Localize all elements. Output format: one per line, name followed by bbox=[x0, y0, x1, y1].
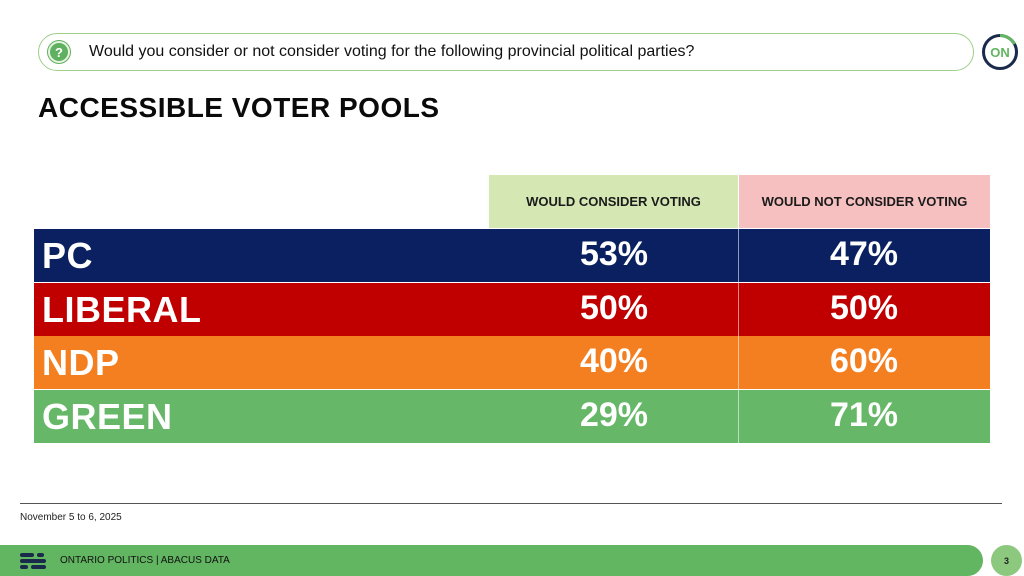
party-label: PC bbox=[42, 235, 94, 276]
column-divider bbox=[738, 336, 739, 389]
consider-value: 29% bbox=[579, 395, 648, 434]
page-number: 3 bbox=[991, 545, 1022, 576]
column-divider bbox=[738, 229, 739, 282]
on-logo-text: ON bbox=[990, 45, 1010, 60]
column-divider bbox=[738, 282, 739, 336]
table-row: GREEN 29% 71% bbox=[34, 389, 990, 443]
column-header-not-consider: WOULD NOT CONSIDER VOTING bbox=[739, 175, 990, 228]
party-label: GREEN bbox=[42, 395, 173, 437]
question-icon: ? bbox=[48, 41, 70, 63]
consider-value: 50% bbox=[579, 288, 648, 327]
table-row: LIBERAL 50% 50% bbox=[34, 282, 990, 336]
abacus-logo-icon bbox=[20, 553, 46, 569]
footer-divider bbox=[20, 503, 1002, 504]
party-label: NDP bbox=[42, 342, 120, 383]
consider-value: 40% bbox=[579, 342, 648, 380]
question-bar: ? Would you consider or not consider vot… bbox=[38, 33, 974, 71]
date-footnote: November 5 to 6, 2025 bbox=[20, 512, 122, 523]
column-header-consider: WOULD CONSIDER VOTING bbox=[489, 175, 738, 228]
not-consider-value: 60% bbox=[829, 342, 898, 380]
question-text: Would you consider or not consider votin… bbox=[89, 43, 695, 60]
footer-bar: ONTARIO POLITICS | ABACUS DATA bbox=[0, 545, 983, 576]
party-label: LIBERAL bbox=[42, 288, 202, 330]
consider-value: 53% bbox=[579, 235, 648, 273]
column-divider bbox=[738, 389, 739, 443]
on-logo-icon: ON bbox=[982, 33, 1018, 70]
not-consider-value: 71% bbox=[829, 395, 898, 434]
table-row: NDP 40% 60% bbox=[34, 336, 990, 389]
footer-label: ONTARIO POLITICS | ABACUS DATA bbox=[60, 555, 230, 566]
page-title: ACCESSIBLE VOTER POOLS bbox=[38, 92, 440, 123]
not-consider-value: 47% bbox=[829, 235, 898, 273]
not-consider-value: 50% bbox=[829, 288, 898, 327]
table-row: PC 53% 47% bbox=[34, 229, 990, 282]
